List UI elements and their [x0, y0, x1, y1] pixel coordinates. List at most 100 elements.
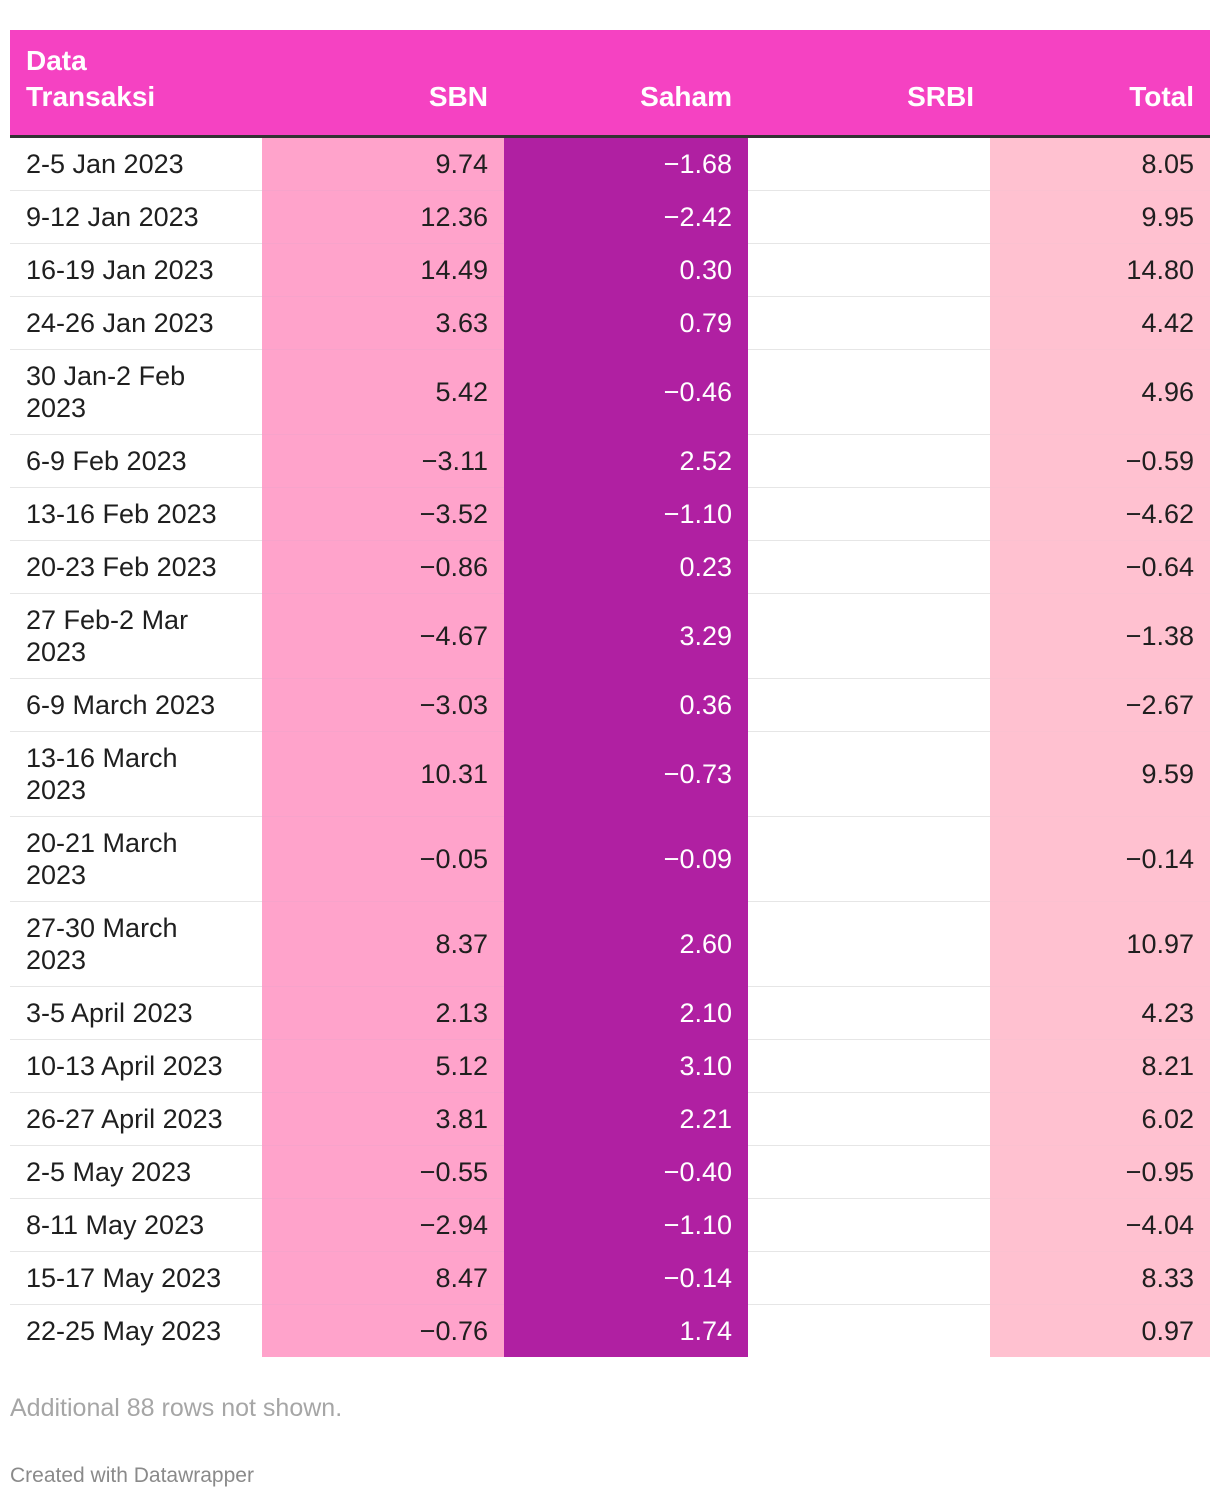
cell-saham: −1.10	[504, 487, 748, 541]
cell-period: 10-13 April 2023	[10, 1039, 262, 1093]
cell-period: 9-12 Jan 2023	[10, 190, 262, 244]
cell-total: 4.23	[990, 986, 1210, 1040]
header-period-label: Data Transaksi	[26, 44, 156, 112]
cell-srbi	[748, 190, 990, 244]
rows-not-shown-note: Additional 88 rows not shown.	[10, 1394, 343, 1422]
cell-srbi	[748, 1251, 990, 1305]
table-row: 13-16 Feb 2023 −3.52 −1.10 −4.62	[10, 487, 1210, 541]
cell-saham: 3.29	[504, 593, 748, 679]
cell-total: −4.04	[990, 1198, 1210, 1252]
cell-saham: −0.40	[504, 1145, 748, 1199]
cell-period: 15-17 May 2023	[10, 1251, 262, 1305]
cell-sbn: −3.52	[262, 487, 504, 541]
data-table-container: Data Transaksi SBN Saham SRBI Total 2-5 …	[10, 30, 1210, 1357]
cell-total: 10.97	[990, 901, 1210, 987]
cell-sbn: −3.03	[262, 678, 504, 732]
cell-period: 30 Jan-2 Feb 2023	[10, 349, 262, 435]
cell-sbn: −0.76	[262, 1304, 504, 1357]
cell-sbn: −2.94	[262, 1198, 504, 1252]
cell-period: 20-21 March 2023	[10, 816, 262, 902]
cell-sbn: 9.74	[262, 136, 504, 191]
cell-period: 8-11 May 2023	[10, 1198, 262, 1252]
cell-srbi	[748, 593, 990, 679]
cell-period: 6-9 Feb 2023	[10, 434, 262, 488]
cell-srbi	[748, 243, 990, 297]
header-row: Data Transaksi SBN Saham SRBI Total	[10, 30, 1210, 138]
cell-period: 20-23 Feb 2023	[10, 540, 262, 594]
cell-total: 8.05	[990, 136, 1210, 191]
cell-saham: −1.10	[504, 1198, 748, 1252]
cell-sbn: 3.81	[262, 1092, 504, 1146]
cell-saham: −1.68	[504, 136, 748, 191]
table-row: 16-19 Jan 2023 14.49 0.30 14.80	[10, 243, 1210, 297]
cell-period: 2-5 Jan 2023	[10, 136, 262, 191]
table-row: 13-16 March 2023 10.31 −0.73 9.59	[10, 731, 1210, 817]
cell-sbn: −4.67	[262, 593, 504, 679]
cell-saham: 0.23	[504, 540, 748, 594]
cell-total: 6.02	[990, 1092, 1210, 1146]
cell-saham: 2.60	[504, 901, 748, 987]
cell-saham: 2.21	[504, 1092, 748, 1146]
cell-srbi	[748, 349, 990, 435]
cell-total: −0.64	[990, 540, 1210, 594]
datawrapper-credit[interactable]: Created with Datawrapper	[10, 1464, 254, 1487]
header-srbi[interactable]: SRBI	[748, 30, 990, 138]
header-saham[interactable]: Saham	[504, 30, 748, 138]
cell-sbn: −3.11	[262, 434, 504, 488]
cell-total: 9.59	[990, 731, 1210, 817]
table-row: 20-23 Feb 2023 −0.86 0.23 −0.64	[10, 540, 1210, 594]
cell-sbn: 3.63	[262, 296, 504, 350]
cell-sbn: 12.36	[262, 190, 504, 244]
table-row: 27-30 March 2023 8.37 2.60 10.97	[10, 901, 1210, 987]
cell-period: 24-26 Jan 2023	[10, 296, 262, 350]
header-saham-label: Saham	[640, 80, 732, 112]
cell-period: 27-30 March 2023	[10, 901, 262, 987]
cell-srbi	[748, 1198, 990, 1252]
cell-period: 27 Feb-2 Mar 2023	[10, 593, 262, 679]
table-row: 24-26 Jan 2023 3.63 0.79 4.42	[10, 296, 1210, 350]
header-srbi-label: SRBI	[907, 80, 974, 112]
cell-saham: −0.14	[504, 1251, 748, 1305]
cell-srbi	[748, 296, 990, 350]
table-row: 2-5 May 2023 −0.55 −0.40 −0.95	[10, 1145, 1210, 1199]
header-period[interactable]: Data Transaksi	[10, 30, 262, 138]
cell-sbn: −0.05	[262, 816, 504, 902]
cell-period: 3-5 April 2023	[10, 986, 262, 1040]
cell-sbn: 5.12	[262, 1039, 504, 1093]
cell-sbn: −0.86	[262, 540, 504, 594]
cell-period: 13-16 March 2023	[10, 731, 262, 817]
cell-srbi	[748, 901, 990, 987]
cell-saham: −2.42	[504, 190, 748, 244]
table-row: 6-9 Feb 2023 −3.11 2.52 −0.59	[10, 434, 1210, 488]
cell-saham: 2.52	[504, 434, 748, 488]
cell-saham: 2.10	[504, 986, 748, 1040]
cell-total: −4.62	[990, 487, 1210, 541]
cell-saham: 0.79	[504, 296, 748, 350]
cell-srbi	[748, 540, 990, 594]
cell-saham: 0.30	[504, 243, 748, 297]
table-row: 6-9 March 2023 −3.03 0.36 −2.67	[10, 678, 1210, 732]
header-sbn-label: SBN	[428, 80, 488, 112]
cell-period: 13-16 Feb 2023	[10, 487, 262, 541]
cell-period: 6-9 March 2023	[10, 678, 262, 732]
header-sbn[interactable]: SBN	[262, 30, 504, 138]
table-header: Data Transaksi SBN Saham SRBI Total	[10, 30, 1210, 138]
data-table: Data Transaksi SBN Saham SRBI Total 2-5 …	[10, 30, 1210, 1357]
cell-saham: −0.73	[504, 731, 748, 817]
table-row: 9-12 Jan 2023 12.36 −2.42 9.95	[10, 190, 1210, 244]
table-row: 22-25 May 2023 −0.76 1.74 0.97	[10, 1304, 1210, 1357]
cell-srbi	[748, 731, 990, 817]
cell-period: 22-25 May 2023	[26, 1315, 222, 1346]
cell-total: 8.33	[990, 1251, 1210, 1305]
table-row: 10-13 April 2023 5.12 3.10 8.21	[10, 1039, 1210, 1093]
cell-sbn: 2.13	[262, 986, 504, 1040]
cell-srbi	[748, 986, 990, 1040]
cell-srbi	[748, 487, 990, 541]
cell-saham: 1.74	[504, 1304, 748, 1357]
cell-srbi	[748, 816, 990, 902]
header-total[interactable]: Total	[990, 30, 1210, 138]
table-row: 8-11 May 2023 −2.94 −1.10 −4.04	[10, 1198, 1210, 1252]
cell-total: 0.97	[990, 1304, 1210, 1357]
cell-sbn: 10.31	[262, 731, 504, 817]
cell-period: 2-5 May 2023	[10, 1145, 262, 1199]
